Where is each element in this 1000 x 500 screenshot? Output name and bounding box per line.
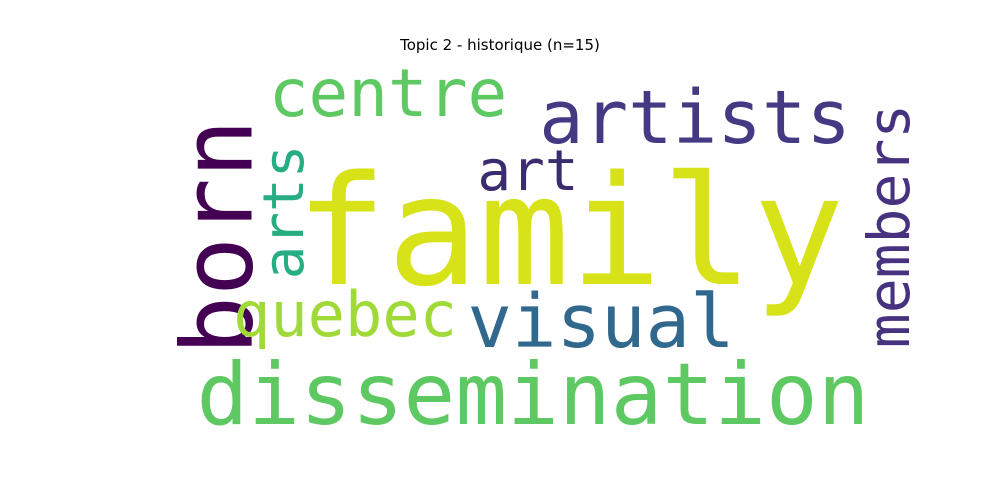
chart-title: Topic 2 - historique (n=15) xyxy=(400,36,600,54)
word-dissemination: dissemination xyxy=(196,345,869,445)
word-born: born xyxy=(161,119,275,355)
word-members: members xyxy=(855,104,923,348)
word-family: family xyxy=(295,143,844,320)
word-artists: artists xyxy=(539,75,851,161)
word-quebec: quebec xyxy=(233,278,457,351)
word-art: art xyxy=(477,139,578,204)
word-visual: visual xyxy=(467,279,734,365)
word-arts: arts xyxy=(252,145,317,280)
word-centre: centre xyxy=(269,55,507,132)
